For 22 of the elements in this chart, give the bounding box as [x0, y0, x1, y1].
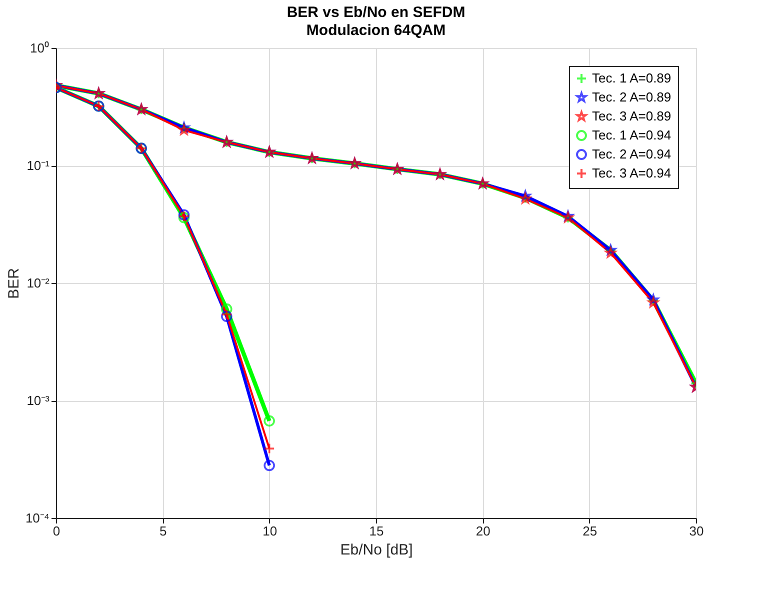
y-tick-label: 10⁻⁴: [25, 510, 50, 526]
legend-label: Tec. 3 A=0.89: [592, 108, 672, 124]
chart-subtitle: Modulacion 64QAM: [306, 22, 446, 39]
y-tick-label: 10⁻³: [26, 393, 50, 408]
legend-label: Tec. 2 A=0.94: [592, 146, 672, 162]
legend-label: Tec. 1 A=0.89: [592, 70, 672, 86]
x-tick-label: 15: [369, 524, 384, 538]
x-tick-label: 30: [689, 524, 704, 538]
y-axis-title: BER: [5, 268, 22, 299]
x-tick-label: 0: [52, 524, 60, 538]
y-tick-label: 10⁰: [30, 40, 50, 56]
legend-label: Tec. 1 A=0.94: [592, 128, 672, 142]
x-tick-label: 20: [476, 524, 490, 538]
legend-label: Tec. 3 A=0.94: [592, 166, 672, 180]
x-axis-title: Eb/No [dB]: [340, 542, 413, 558]
chart-title: BER vs Eb/No en SEFDM: [286, 4, 466, 21]
x-tick-label: 10: [262, 524, 278, 538]
y-tick-label: 10⁻¹: [26, 158, 50, 173]
x-tick-label: 5: [160, 524, 167, 538]
y-tick-label: 10⁻²: [26, 276, 50, 290]
legend-label: Tec. 2 A=0.89: [592, 90, 672, 104]
x-tick-label: 25: [582, 524, 598, 538]
